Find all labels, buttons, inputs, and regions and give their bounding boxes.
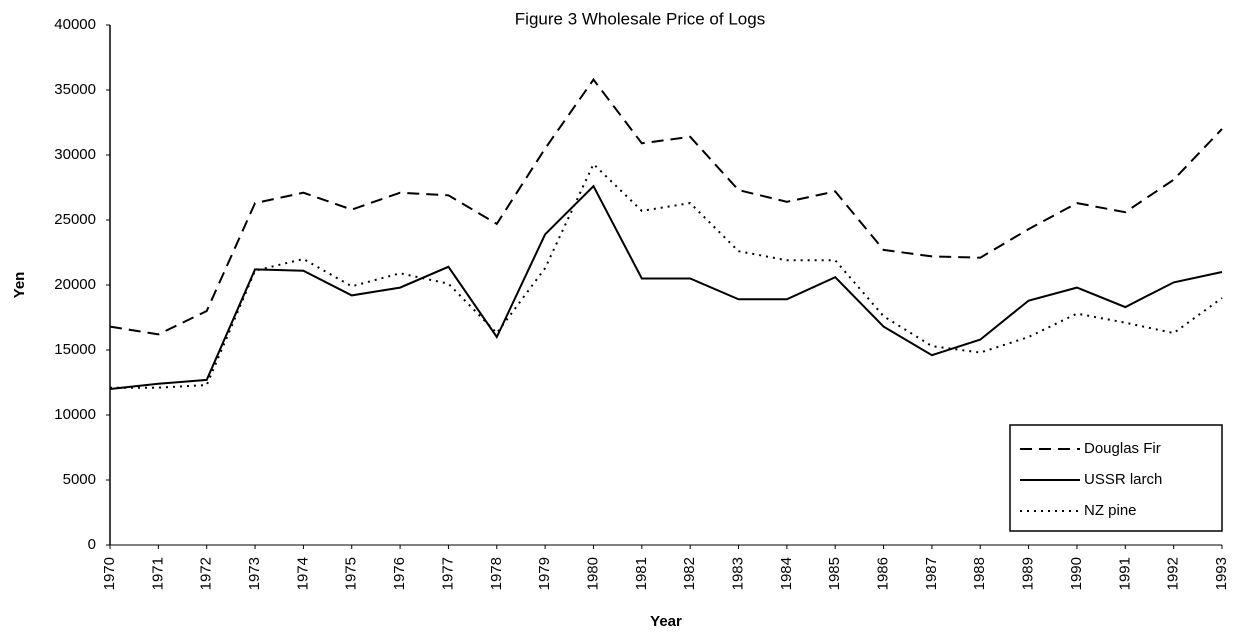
- x-tick-label: 1983: [729, 557, 746, 590]
- x-tick-label: 1978: [488, 557, 505, 590]
- x-axis-title: Year: [650, 613, 682, 630]
- x-tick-label: 1992: [1165, 557, 1182, 590]
- series-line: [109, 77, 1223, 336]
- chart-title: Figure 3 Wholesale Price of Logs: [515, 9, 765, 28]
- x-tick-label: 1972: [198, 557, 215, 590]
- x-tick-label: 1981: [633, 557, 650, 590]
- y-tick-label: 40000: [54, 16, 96, 33]
- x-tick-label: 1986: [875, 557, 892, 590]
- y-tick-label: 0: [88, 536, 96, 553]
- x-tick-label: 1973: [246, 557, 263, 590]
- x-tick-label: 1982: [681, 557, 698, 590]
- y-tick-label: 15000: [54, 341, 96, 358]
- x-tick-label: 1977: [439, 557, 456, 590]
- x-tick-label: 1985: [826, 557, 843, 590]
- x-tick-label: 1990: [1068, 557, 1085, 590]
- legend-box: [1009, 424, 1223, 532]
- y-tick-label: 5000: [63, 471, 96, 488]
- y-tick-label: 35000: [54, 81, 96, 98]
- x-tick-label: 1976: [391, 557, 408, 590]
- y-tick-label: 10000: [54, 406, 96, 423]
- x-tick-label: 1970: [101, 557, 118, 590]
- x-tick-label: 1980: [584, 557, 601, 590]
- y-tick-label: 25000: [54, 211, 96, 228]
- legend-label: Douglas Fir: [1084, 440, 1161, 457]
- x-tick-label: 1987: [923, 557, 940, 590]
- series-line: [109, 184, 1223, 390]
- y-tick-label: 20000: [54, 276, 96, 293]
- x-tick-label: 1975: [343, 557, 360, 590]
- x-tick-label: 1991: [1116, 557, 1133, 590]
- x-tick-label: 1989: [1020, 557, 1037, 590]
- x-tick-label: 1984: [778, 557, 795, 590]
- x-tick-label: 1979: [536, 557, 553, 590]
- x-tick-label: 1971: [149, 557, 166, 590]
- y-axis-title: Yen: [11, 272, 28, 299]
- legend-label: USSR larch: [1084, 471, 1162, 488]
- series-line: [110, 162, 1223, 389]
- x-tick-label: 1988: [971, 557, 988, 590]
- x-tick-label: 1974: [294, 557, 311, 590]
- x-tick-label: 1993: [1213, 557, 1230, 590]
- legend-label: NZ pine: [1084, 502, 1137, 519]
- y-tick-label: 30000: [54, 146, 96, 163]
